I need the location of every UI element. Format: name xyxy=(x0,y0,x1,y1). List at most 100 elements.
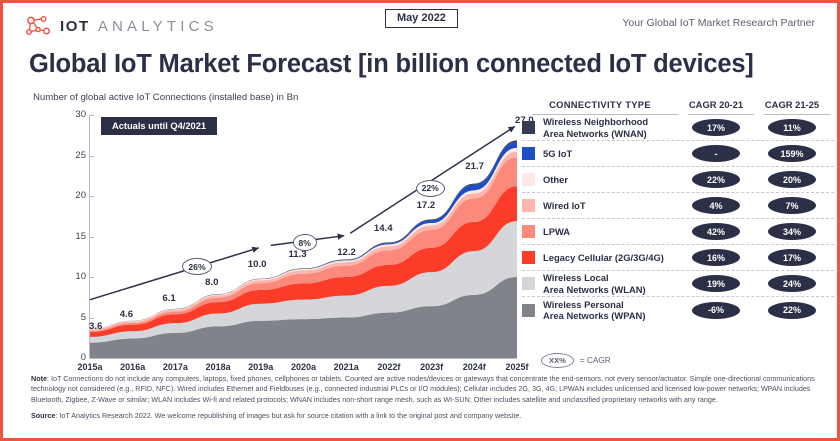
source-body: : IoT Analytics Research 2022. We welcom… xyxy=(55,411,522,421)
y-tick-mark xyxy=(89,115,94,117)
legend-row[interactable]: Legacy Cellular (2G/3G/4G) 16% 17% xyxy=(522,245,834,272)
legend-rows: Wireless Neighborhood Area Networks (WNAN… xyxy=(522,115,834,323)
y-tick-label: 0 xyxy=(80,352,86,363)
connectivity-legend-table: CONNECTIVITY TYPE CAGR 20-21 CAGR 21-25 … xyxy=(522,99,834,323)
cagr-pill: 22% xyxy=(692,171,740,189)
x-axis-label: 2024f xyxy=(462,362,486,372)
y-tick-label: 30 xyxy=(75,109,86,120)
cagr-pill: 7% xyxy=(768,197,816,215)
network-nodes-icon xyxy=(25,16,51,36)
data-value-label: 21.7 xyxy=(465,161,484,173)
x-axis-label: 2019a xyxy=(248,362,274,372)
legend-color-swatch xyxy=(522,303,535,317)
y-tick-label: 10 xyxy=(75,271,86,282)
legend-cagr-21-25-cell: 22% xyxy=(754,301,830,319)
legend-row-label: 5G IoT xyxy=(543,147,573,159)
data-value-label: 27.0 xyxy=(515,115,534,126)
legend-row-label: Wired IoT xyxy=(543,199,586,211)
cagr-pill: 17% xyxy=(692,119,740,137)
logo-text-analytics: ANALYTICS xyxy=(97,17,218,35)
cagr-bubble: 22% xyxy=(415,179,445,197)
legend-header-rules xyxy=(522,114,834,116)
legend-color-swatch xyxy=(522,251,535,265)
area-series xyxy=(90,157,517,333)
y-axis-line xyxy=(89,115,91,358)
rule-cagr1 xyxy=(688,114,754,116)
x-axis-label: 2021a xyxy=(333,362,359,372)
area-series xyxy=(90,186,517,337)
x-axis-line xyxy=(89,358,517,360)
trend-arrowhead xyxy=(337,233,345,240)
partner-tagline: Your Global IoT Market Research Partner xyxy=(622,17,815,29)
legend-row-label: Wireless Neighborhood Area Networks (WNAN… xyxy=(543,116,649,139)
cagr-pill: 19% xyxy=(692,275,740,293)
legend-row[interactable]: Other 22% 20% xyxy=(522,167,834,194)
area-series xyxy=(90,221,517,343)
y-tick-label: 15 xyxy=(75,230,86,242)
legend-cagr-21-25-cell: 34% xyxy=(754,223,830,241)
x-axis-label: 2015a xyxy=(77,362,103,372)
brand-logo[interactable]: IOT ANALYTICS xyxy=(25,16,218,36)
footnotes: Note: IoT Connections do not include any… xyxy=(31,374,821,420)
legend-row[interactable]: Wireless Local Area Networks (WLAN) 19% 24% xyxy=(522,271,834,298)
legend-row-label: Wireless Personal Area Networks (WPAN) xyxy=(543,298,646,322)
x-axis-label: 2020a xyxy=(290,362,317,372)
rule-type xyxy=(532,114,678,116)
legend-color-swatch xyxy=(522,147,535,161)
legend-row-label: Wireless Local Area Networks (WLAN) xyxy=(543,272,646,295)
legend-row-label: Other xyxy=(543,173,569,185)
data-value-label: 3.6 xyxy=(89,320,103,332)
cagr-pill: 24% xyxy=(768,275,816,293)
y-tick-mark xyxy=(89,236,94,238)
x-axis-label: 2022f xyxy=(377,362,401,372)
cagr-pill: - xyxy=(692,145,740,163)
legend-cagr-20-21-cell: 19% xyxy=(678,275,754,293)
legend-color-swatch xyxy=(522,277,535,291)
data-value-label: 11.3 xyxy=(288,249,307,261)
cagr-pill: 16% xyxy=(692,249,740,267)
legend-row-label: LPWA xyxy=(543,225,571,237)
cagr-pill: 4% xyxy=(692,197,740,215)
data-value-label: 8.0 xyxy=(205,277,219,289)
legend-cagr-21-25-cell: 20% xyxy=(754,171,830,189)
y-tick-label: 20 xyxy=(75,190,86,201)
cagr-pill: 11% xyxy=(768,119,816,137)
legend-col-cagr-20-21: CAGR 20-21 xyxy=(688,99,744,110)
legend-cagr-21-25-cell: 24% xyxy=(754,275,830,293)
data-value-label: 12.2 xyxy=(337,247,356,259)
cagr-key-bubble: XX% xyxy=(541,353,574,368)
cagr-pill: 17% xyxy=(768,249,816,267)
legend-row[interactable]: LPWA 42% 34% xyxy=(522,219,834,246)
trend-line xyxy=(89,247,260,301)
legend-cagr-20-21-cell: 42% xyxy=(678,223,754,241)
data-value-label: 6.1 xyxy=(162,292,176,304)
chart-plot-svg xyxy=(89,125,517,358)
rule-cagr2 xyxy=(764,114,830,116)
note-text: Note: IoT Connections do not include any… xyxy=(31,374,821,405)
y-tick-mark xyxy=(89,317,94,319)
legend-cagr-21-25-cell: 159% xyxy=(754,145,830,163)
legend-row[interactable]: Wired IoT 4% 7% xyxy=(522,193,834,220)
x-axis-label: 2023f xyxy=(420,362,444,372)
note-label: Note xyxy=(31,374,47,383)
y-tick-label: 5 xyxy=(80,311,86,323)
source-label: Source xyxy=(31,411,56,421)
legend-row[interactable]: 5G IoT - 159% xyxy=(522,141,834,168)
area-series xyxy=(90,277,517,358)
cagr-pill: 34% xyxy=(768,223,816,241)
legend-row[interactable]: Wireless Neighborhood Area Networks (WNAN… xyxy=(522,115,834,142)
y-tick-mark xyxy=(89,277,94,279)
cagr-bubble: 8% xyxy=(292,234,317,252)
source-text: Source: IoT Analytics Research 2022. We … xyxy=(31,411,821,420)
cagr-pill: 22% xyxy=(768,301,816,319)
x-axis-label: 2017a xyxy=(162,362,188,372)
legend-row[interactable]: Wireless Personal Area Networks (WPAN) -6%… xyxy=(522,297,834,323)
data-value-label: 4.6 xyxy=(119,308,134,320)
legend-color-swatch xyxy=(522,199,535,213)
legend-col-cagr-21-25: CAGR 21-25 xyxy=(764,99,820,110)
page-title: Global IoT Market Forecast [in billion c… xyxy=(29,50,754,78)
legend-cagr-21-25-cell: 17% xyxy=(754,249,830,267)
legend-header-row: CONNECTIVITY TYPE CAGR 20-21 CAGR 21-25 xyxy=(522,99,834,114)
data-value-label: 17.2 xyxy=(416,199,436,211)
